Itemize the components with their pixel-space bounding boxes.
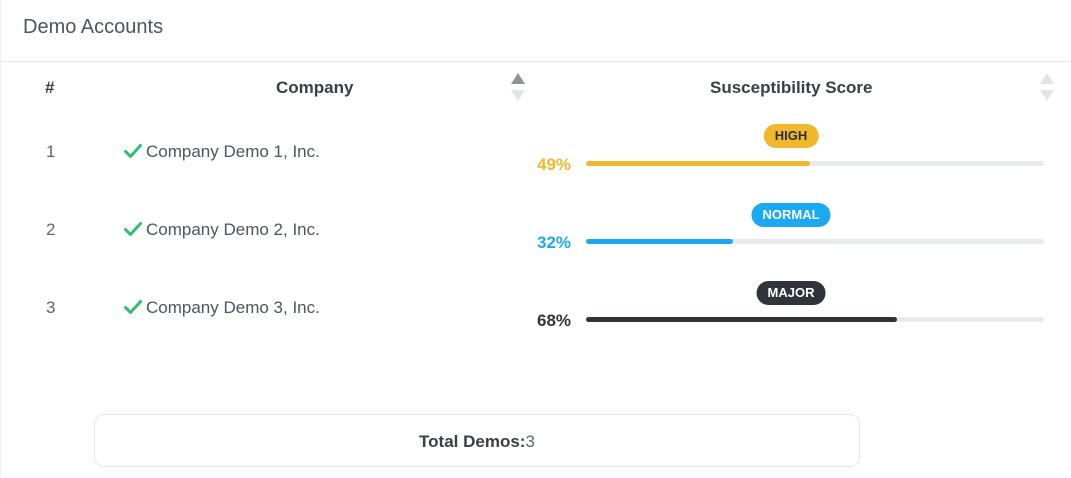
sort-ascending-icon: [511, 73, 525, 84]
sort-descending-icon: [1040, 90, 1054, 101]
column-header-number: #: [45, 78, 55, 97]
check-icon: [124, 144, 142, 158]
sort-descending-icon: [511, 90, 525, 101]
table-row[interactable]: 2 Company Demo 2, Inc. NORMAL 32%: [1, 201, 1071, 279]
score-bar-fill: [586, 239, 733, 244]
sort-company-icon[interactable]: [510, 73, 526, 103]
table-row[interactable]: 3 Company Demo 3, Inc. MAJOR 68%: [1, 279, 1071, 357]
check-icon: [124, 300, 142, 314]
score-percent: 32%: [537, 233, 572, 252]
score-percent: 49%: [537, 155, 572, 174]
column-header-score[interactable]: Susceptibility Score: [710, 78, 873, 97]
score-percent: 68%: [537, 311, 572, 330]
severity-badge: MAJOR: [756, 281, 826, 305]
severity-badge: HIGH: [763, 124, 819, 148]
check-icon: [124, 222, 142, 236]
company-cell[interactable]: Company Demo 2, Inc.: [124, 220, 320, 240]
total-demos-summary: Total Demos:3: [94, 414, 860, 467]
severity-badge: NORMAL: [751, 203, 831, 227]
company-cell[interactable]: Company Demo 3, Inc.: [124, 298, 320, 318]
company-name: Company Demo 2, Inc.: [146, 220, 320, 239]
score-bar-track: [586, 317, 1044, 322]
table-row[interactable]: 1 Company Demo 1, Inc. HIGH 49%: [1, 123, 1071, 201]
score-bar-fill: [586, 317, 898, 322]
company-name: Company Demo 1, Inc.: [146, 142, 320, 161]
panel-header: Demo Accounts: [1, 0, 1071, 62]
row-number: 3: [46, 298, 56, 317]
score-bar-fill: [586, 161, 811, 166]
column-header-company[interactable]: Company: [276, 78, 354, 97]
company-name: Company Demo 3, Inc.: [146, 298, 320, 317]
company-cell[interactable]: Company Demo 1, Inc.: [124, 142, 320, 162]
score-bar-track: [586, 239, 1044, 244]
score-bar-track: [586, 161, 1044, 166]
total-demos-value: 3: [525, 432, 535, 451]
sort-score-icon[interactable]: [1039, 73, 1055, 103]
row-number: 1: [46, 142, 56, 161]
row-number: 2: [46, 220, 56, 239]
sort-ascending-icon: [1040, 73, 1054, 84]
panel-title: Demo Accounts: [23, 16, 164, 38]
total-demos-label: Total Demos:: [419, 432, 526, 451]
